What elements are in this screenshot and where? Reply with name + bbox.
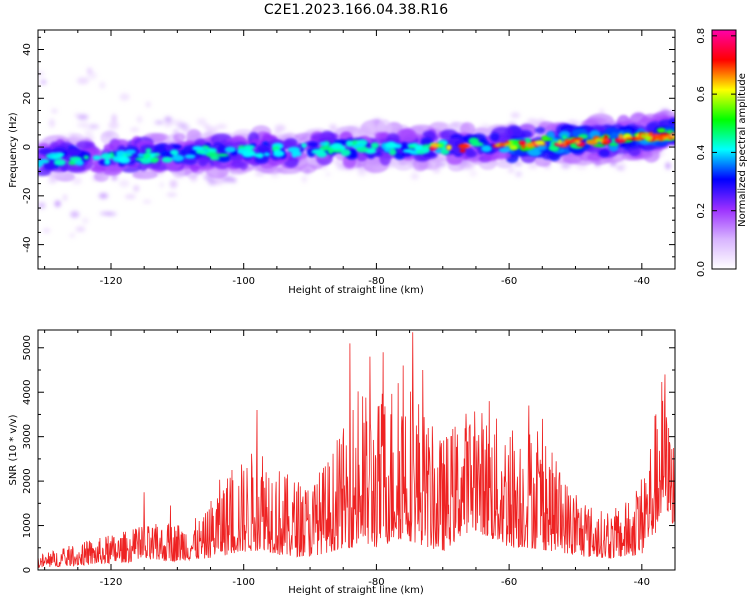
- y-tick-label: -40: [22, 236, 33, 252]
- spectrogram-x-ticks: -120 -100 -80 -60 -40: [44, 30, 676, 287]
- x-tick-label: -40: [634, 577, 650, 588]
- y-tick-label: 0: [22, 144, 33, 150]
- snr-frame: [37, 329, 676, 571]
- x-tick-label: -80: [368, 276, 384, 287]
- x-tick-label: -80: [368, 577, 384, 588]
- colorbar-tick-label: 0.8: [696, 28, 707, 44]
- snr-panel: -120 -100 -80 -60 -40 010002000300040005000 …: [8, 329, 676, 596]
- spectrogram-y-axis-label: Frequency (Hz): [8, 112, 19, 188]
- figure-title: C2E1.2023.166.04.38.R16: [264, 2, 448, 18]
- y-tick-label: 1000: [22, 513, 33, 538]
- x-tick-label: -120: [100, 276, 123, 287]
- y-tick-label: 20: [22, 92, 33, 105]
- heat-hotspots: [429, 131, 675, 153]
- x-tick-label: -100: [232, 577, 255, 588]
- snr-x-axis-label: Height of straight line (km): [288, 585, 424, 596]
- y-tick-label: 2000: [22, 468, 33, 493]
- y-tick-label: -20: [22, 188, 33, 204]
- colorbar-ticks: 0.0 0.2 0.4 0.6 0.8: [696, 28, 736, 277]
- x-tick-label: -40: [634, 276, 650, 287]
- colorbar-label: Normalized spectral amplitude: [737, 73, 748, 227]
- colorbar: 0.0 0.2 0.4 0.6 0.8 Normalized spectral ampl…: [696, 28, 748, 277]
- spectrogram-heat: [38, 67, 675, 238]
- colorbar-frame: [711, 29, 737, 270]
- x-tick-label: -60: [501, 577, 517, 588]
- y-tick-label: 0: [22, 567, 33, 573]
- spectrogram-panel: -120 -100 -80 -60 -40 -40 -20 0 20 40 Height of …: [8, 29, 676, 296]
- colorbar-gradient: [712, 30, 736, 269]
- snr-y-ticks: 0 1000 2000 3000 4000 5000: [22, 335, 675, 573]
- spectrogram-y-ticks: -40 -20 0 20 40: [22, 36, 675, 270]
- heat-band-bright: [38, 127, 675, 168]
- y-tick-label: 3000: [22, 424, 33, 449]
- colorbar-tick-label: 0.2: [696, 203, 707, 219]
- snr-series-line: [38, 332, 675, 568]
- x-tick-label: -120: [100, 577, 123, 588]
- y-tick-label: 5000: [22, 335, 33, 360]
- x-tick-label: -100: [232, 276, 255, 287]
- spectrogram-frame: [37, 29, 676, 270]
- y-tick-label: 40: [22, 43, 33, 56]
- colorbar-tick-label: 0.0: [696, 261, 707, 277]
- snr-y-axis-label: SNR (10 * v/v): [8, 414, 19, 485]
- x-tick-label: -60: [501, 276, 517, 287]
- y-tick-label: 4000: [22, 379, 33, 404]
- colorbar-tick-label: 0.4: [696, 144, 707, 160]
- spectrogram-x-axis-label: Height of straight line (km): [288, 285, 424, 296]
- snr-x-ticks: -120 -100 -80 -60 -40: [44, 330, 676, 588]
- colorbar-tick-label: 0.6: [696, 86, 707, 102]
